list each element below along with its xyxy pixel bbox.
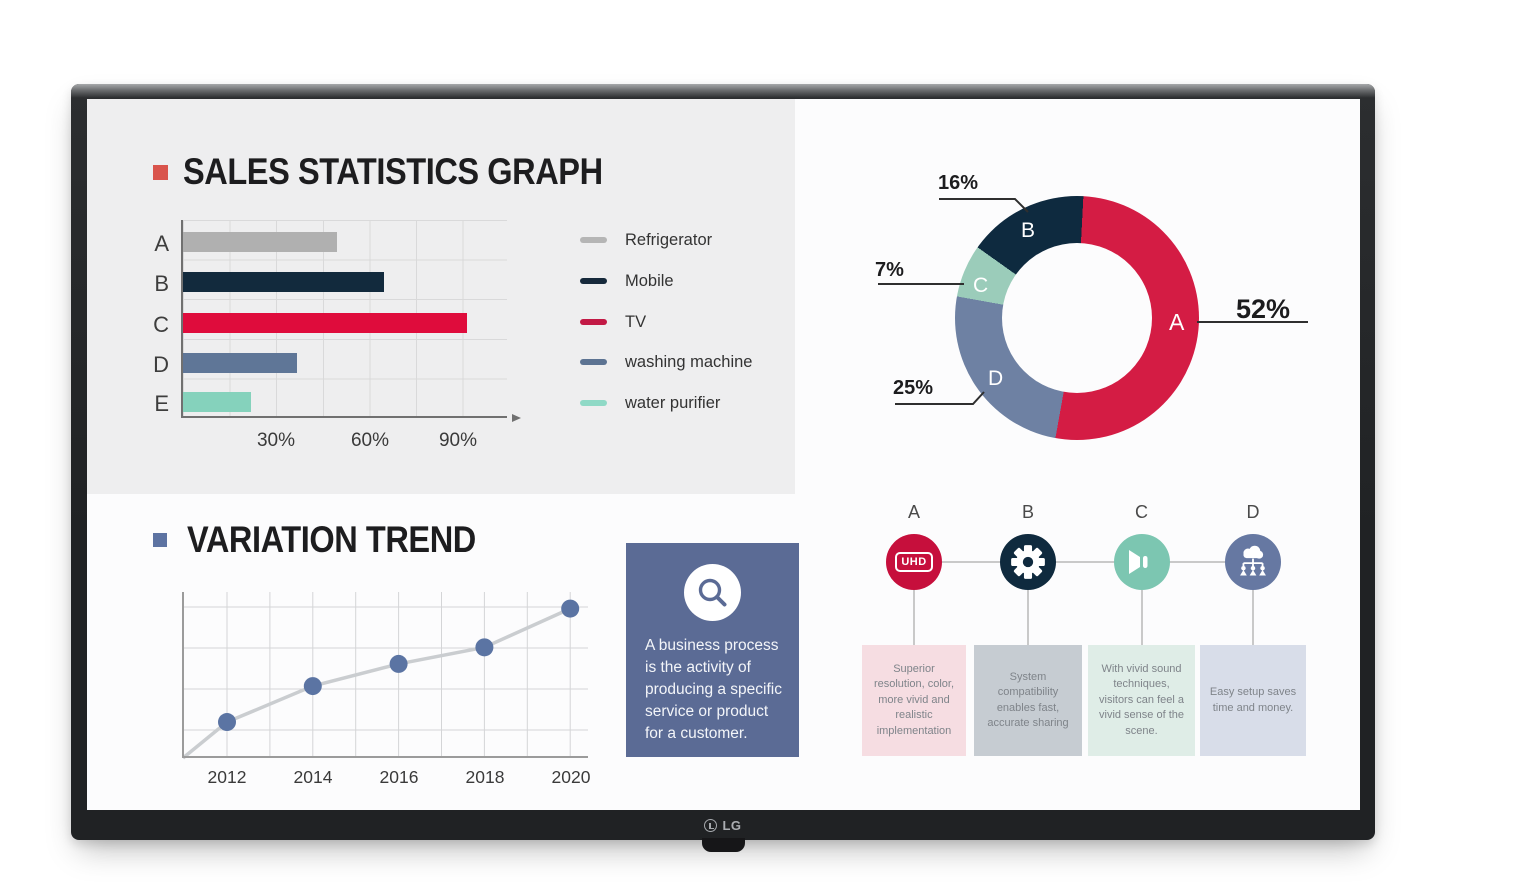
feature-label: D (1246, 502, 1260, 522)
legend-swatch-tv (580, 318, 607, 326)
bar-category-label: C (153, 312, 169, 337)
monitor-ir-notch (702, 838, 745, 852)
bar-water-purifier (183, 392, 251, 412)
feature-stem-line (1140, 590, 1143, 645)
legend-item: Refrigerator (580, 230, 712, 250)
variation-line-chart: 2012 2014 2016 2018 2020 (181, 592, 602, 792)
donut-callout-25: 25% (893, 377, 934, 399)
donut-callout-52: 52% (1236, 294, 1291, 324)
year-label: 2018 (465, 767, 505, 787)
process-card-text: A business process is the activity of pr… (645, 637, 782, 742)
line-chart-plot (181, 592, 588, 760)
feature-text: Superior resolution, color, more vivid a… (873, 663, 955, 737)
feature-box: System compatibility enables fast, accur… (974, 645, 1082, 756)
legend-item: water purifier (580, 393, 720, 413)
legend-label: Refrigerator (625, 230, 713, 249)
bar-category-label: D (153, 352, 169, 377)
feature-column-d: D (1200, 502, 1306, 756)
feature-stem-line (1252, 590, 1254, 645)
year-label: 2020 (551, 767, 591, 787)
year-label: 2012 (207, 767, 247, 787)
year-label: 2014 (293, 767, 333, 787)
market-share-donut-chart (955, 196, 1199, 440)
legend-item: Mobile (580, 271, 674, 291)
feature-box: Easy setup saves time and money. (1200, 645, 1306, 756)
legend-item: washing machine (580, 352, 753, 372)
sales-bar-chart (181, 220, 521, 422)
feature-box: With vivid sound techniques, visitors ca… (1088, 645, 1195, 756)
donut-segment-label-a: A (1169, 309, 1185, 335)
cloud-network-icon (1225, 534, 1281, 590)
feature-column-a: A UHD Superior resolution, color, more v… (862, 502, 966, 756)
legend-label: TV (625, 312, 647, 331)
donut-segment-label-b: B (1021, 219, 1036, 242)
feature-label: B (1021, 502, 1034, 522)
donut-callout-7: 7% (875, 259, 904, 281)
feature-text: System compatibility enables fast, accur… (987, 670, 1069, 729)
feature-text: Easy setup saves time and money. (1209, 686, 1297, 714)
speaker-icon (1113, 534, 1170, 590)
monitor-bezel-bottom: LG (71, 810, 1375, 840)
feature-label: C (1135, 502, 1148, 522)
bar-category-label: A (154, 231, 169, 256)
monitor: SALES STATISTICS GRAPH A B C D E 30% 60%… (71, 84, 1375, 852)
x-axis-tick: 30% (256, 430, 296, 451)
feature-stem-line (1027, 590, 1029, 645)
feature-column-c: C With vivid sound techniques, visitors … (1088, 502, 1195, 756)
lg-logo-icon (704, 818, 718, 832)
legend-swatch-refrigerator (580, 236, 607, 244)
magnifier-icon (684, 564, 741, 621)
year-label: 2016 (379, 767, 419, 787)
feature-text: With vivid sound techniques, visitors ca… (1099, 663, 1184, 737)
trend-title: VARIATION TREND (187, 519, 476, 560)
sales-title: SALES STATISTICS GRAPH (183, 151, 603, 192)
gear-icon (1000, 534, 1056, 590)
bar-washing-machine (183, 353, 298, 373)
legend-swatch-mobile (580, 277, 607, 285)
x-axis-tick: 90% (438, 430, 478, 451)
donut-hole (1002, 243, 1152, 393)
bar-category-label: B (154, 271, 169, 296)
bar-refrigerator (183, 232, 338, 252)
uhd-tv-icon: UHD (886, 534, 942, 590)
trend-title-bullet (153, 533, 167, 547)
legend-label: washing machine (625, 352, 753, 371)
lg-logo-text: LG (722, 817, 742, 833)
bar-category-label: E (154, 391, 169, 416)
legend-item: TV (580, 312, 646, 332)
x-axis-tick: 60% (350, 430, 390, 451)
feature-stem-line (913, 590, 915, 645)
legend-swatch-water-purifier (580, 399, 607, 407)
legend-label: Mobile (625, 271, 674, 290)
legend-swatch-washing-machine (580, 358, 607, 366)
bar-tv (183, 313, 467, 333)
screen: SALES STATISTICS GRAPH A B C D E 30% 60%… (87, 99, 1360, 810)
feature-column-b: B System compatibi (974, 502, 1082, 756)
feature-box: Superior resolution, color, more vivid a… (862, 645, 966, 756)
bar-mobile (183, 272, 384, 292)
feature-connector-line (915, 561, 1253, 563)
uhd-badge: UHD (895, 552, 933, 572)
legend-label: water purifier (625, 393, 721, 412)
donut-callout-16: 16% (938, 172, 979, 194)
donut-segment-label-d: D (988, 367, 1004, 390)
business-process-card: A business process is the activity of pr… (626, 543, 799, 757)
feature-label: A (907, 502, 920, 522)
donut-segment-label-c: C (973, 274, 989, 297)
sales-title-bullet (153, 165, 168, 180)
